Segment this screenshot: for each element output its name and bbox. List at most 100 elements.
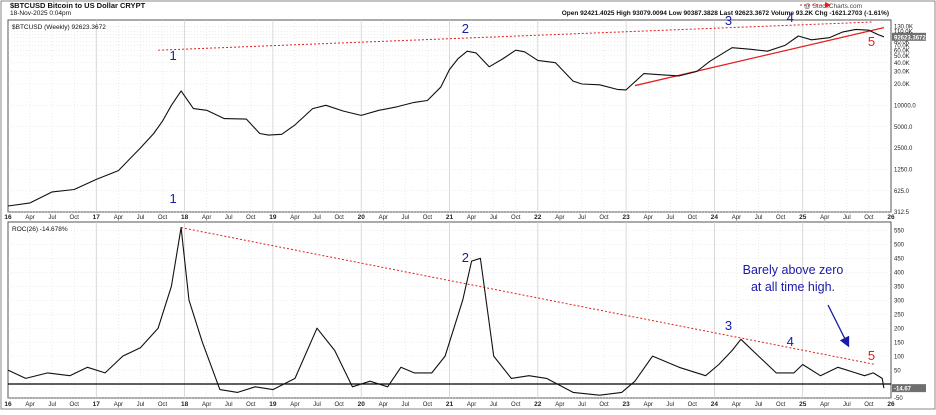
roc-x-tick-label: Oct: [599, 402, 609, 408]
price-x-tick-label: Oct: [511, 215, 521, 221]
roc-x-tick-label: 20: [358, 401, 366, 408]
roc-x-tick-label: Oct: [158, 402, 168, 408]
roc-x-tick-label: Apr: [555, 402, 564, 408]
price-x-tick-label: Jul: [490, 215, 498, 221]
price-x-tick-label: 24: [711, 214, 719, 221]
roc-x-tick-label: Apr: [202, 402, 211, 408]
roc-x-tick-label: Apr: [820, 402, 829, 408]
price-y-tick-label: 20.0K: [894, 82, 910, 88]
roc-x-tick-label: Jul: [755, 402, 763, 408]
price-wave-label: 2: [462, 21, 469, 36]
price-y-tick-label: 5000.0: [894, 125, 913, 131]
price-x-tick-label: Jul: [755, 215, 763, 221]
roc-x-tick-label: Jul: [843, 402, 851, 408]
price-x-tick-label: Jul: [225, 215, 233, 221]
roc-legend: ROC(26) -14.678%: [12, 226, 68, 233]
price-x-tick-label: Oct: [776, 215, 786, 221]
roc-x-tick-label: Jul: [490, 402, 498, 408]
price-x-tick-label: 26: [887, 214, 895, 221]
price-y-tick-label: 625.0: [894, 189, 910, 195]
date-line: 18-Nov-2025 0:04pm: [10, 10, 71, 17]
price-x-tick-label: 21: [446, 214, 454, 221]
roc-x-tick-label: Jul: [313, 402, 321, 408]
price-y-tick-label: 80.0K: [894, 40, 910, 46]
roc-y-tick-label: 350: [894, 284, 905, 290]
price-y-tick-label: 312.5: [894, 210, 910, 216]
roc-x-tick-label: Apr: [379, 402, 388, 408]
price-x-tick-label: 16: [4, 214, 12, 221]
price-x-tick-label: Apr: [114, 215, 123, 221]
roc-x-tick-label: Jul: [225, 402, 233, 408]
price-x-tick-label: Apr: [379, 215, 388, 221]
price-x-tick-label: Jul: [843, 215, 851, 221]
price-x-tick-label: Apr: [820, 215, 829, 221]
price-y-tick-label: 40.0K: [894, 61, 910, 67]
price-y-tick-label: 60.0K: [894, 48, 910, 54]
price-series-line: [7, 28, 885, 207]
price-x-tick-label: Apr: [555, 215, 564, 221]
price-x-tick-label: Oct: [423, 215, 433, 221]
price-x-tick-label: Jul: [578, 215, 586, 221]
price-x-tick-label: Apr: [290, 215, 299, 221]
roc-x-tick-label: Oct: [688, 402, 698, 408]
price-x-tick-label: 19: [269, 214, 277, 221]
price-legend: $BTCUSD (Weekly) 92623.3672: [12, 24, 106, 31]
price-last-value-box: 92623.3672: [892, 32, 926, 41]
svg-text:92623.3672: 92623.3672: [894, 35, 926, 41]
roc-y-tick-label: 400: [894, 270, 905, 276]
roc-x-tick-label: Oct: [423, 402, 433, 408]
roc-y-tick-label: 300: [894, 298, 905, 304]
price-x-tick-label: Jul: [402, 215, 410, 221]
quote-line: Open 92421.4025 High 93079.0094 Low 9038…: [562, 10, 889, 17]
symbol-line: $BTCUSD Bitcoin to US Dollar CRYPT: [10, 1, 146, 10]
roc-y-tick-label: 550: [894, 229, 905, 235]
roc-x-tick-label: 24: [711, 401, 719, 408]
roc-y-tick-label: 450: [894, 257, 905, 263]
roc-last-value-box: -14.67: [892, 384, 926, 393]
roc-x-tick-label: 22: [534, 401, 542, 408]
roc-x-tick-label: 25: [799, 401, 807, 408]
roc-x-tick-label: Oct: [511, 402, 521, 408]
roc-series-line: [7, 227, 885, 396]
roc-x-tick-label: 17: [93, 401, 101, 408]
roc-x-tick-label: Apr: [25, 402, 34, 408]
roc-wave-label: 5: [868, 348, 875, 363]
roc-x-tick-label: Oct: [334, 402, 344, 408]
roc-x-tick-label: Oct: [864, 402, 874, 408]
price-y-tick-label: 50.0K: [894, 54, 910, 60]
axis-layer: 16 16 Apr Apr Jul Jul Oct Oct 17 17 Apr Apr Jul Jul Oc…: [4, 25, 926, 408]
roc-x-tick-label: 18: [181, 401, 189, 408]
price-x-tick-label: Oct: [599, 215, 609, 221]
price-y-tick-label: 130.0K: [894, 25, 913, 31]
roc-wave-label: 4: [787, 334, 794, 349]
roc-x-tick-label: Jul: [578, 402, 586, 408]
price-y-tick-label: 70.0K: [894, 44, 910, 50]
price-y-tick-label: 1250.0: [894, 168, 913, 174]
roc-x-tick-label: Oct: [246, 402, 256, 408]
roc-y-tick-label: 150: [894, 340, 905, 346]
roc-y-tick-label: 250: [894, 312, 905, 318]
roc-x-tick-label: Apr: [732, 402, 741, 408]
roc-x-tick-label: Apr: [114, 402, 123, 408]
roc-y-tick-label: -50: [894, 396, 903, 402]
price-x-tick-label: 20: [358, 214, 366, 221]
price-x-tick-label: Apr: [732, 215, 741, 221]
roc-x-tick-label: Jul: [402, 402, 410, 408]
roc-x-tick-label: Apr: [467, 402, 476, 408]
price-x-tick-label: Jul: [313, 215, 321, 221]
price-dashed-trendline: [158, 21, 874, 51]
roc-x-tick-label: 16: [4, 401, 12, 408]
price-x-tick-label: 23: [622, 214, 630, 221]
watermark: @ StockCharts.com: [804, 3, 862, 10]
price-x-tick-label: Oct: [158, 215, 168, 221]
price-x-tick-label: 25: [799, 214, 807, 221]
roc-wave-label: 1: [169, 191, 176, 206]
price-x-tick-label: 22: [534, 214, 542, 221]
roc-y-tick-label: 50: [894, 368, 901, 374]
price-y-tick-label: 10000.0: [894, 104, 916, 110]
price-wave-label: 1: [169, 48, 176, 63]
series-layer: [7, 28, 891, 396]
price-x-tick-label: Apr: [467, 215, 476, 221]
